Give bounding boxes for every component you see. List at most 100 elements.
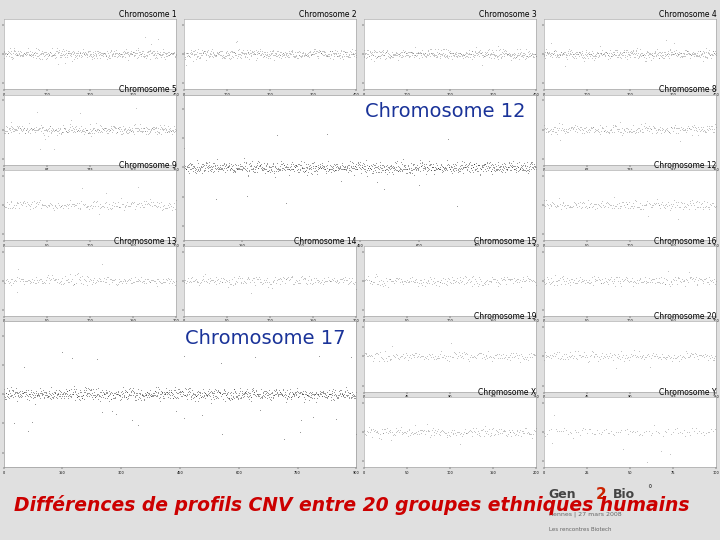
Point [395,48,407,56]
Point [500,47,512,56]
Point [212,48,223,57]
Point [363,161,374,170]
Point [284,166,296,175]
Point [667,124,679,132]
Point [590,349,601,358]
Point [78,386,90,395]
Point [92,125,104,134]
Point [433,45,444,53]
Point [628,50,639,59]
Point [372,280,384,288]
Point [602,279,613,288]
Point [488,163,500,171]
Point [518,49,530,57]
Point [266,165,277,174]
Point [465,276,477,285]
Point [675,202,686,211]
Point [261,387,272,396]
Point [626,125,637,133]
Point [326,47,338,56]
Point [662,50,673,58]
Point [623,48,634,56]
Point [286,161,297,170]
Point [474,163,485,172]
Point [508,165,519,173]
Point [377,161,389,170]
Point [550,127,562,136]
Point [88,394,99,403]
Point [231,37,243,45]
Point [62,274,73,283]
Point [493,46,505,55]
Point [182,163,194,172]
Point [157,278,168,286]
Point [567,350,578,359]
Point [150,49,161,58]
Point [233,164,244,173]
Point [1,49,12,58]
Point [102,273,114,281]
Point [402,425,414,434]
Point [503,50,515,59]
Point [77,125,89,133]
Point [119,275,130,284]
Point [140,390,152,399]
Point [554,355,566,363]
Point [431,52,443,60]
Point [639,50,650,58]
Point [289,163,301,171]
Point [261,50,273,59]
Point [406,165,418,174]
Point [252,164,264,172]
Point [692,131,703,139]
Point [81,50,92,59]
Point [660,353,671,361]
Point [24,390,35,399]
Point [324,161,336,170]
Point [190,274,202,283]
Point [638,200,649,209]
Point [156,278,168,287]
Point [64,389,76,398]
Point [382,352,393,360]
Point [418,51,430,59]
Point [179,276,191,285]
Point [73,51,84,60]
Point [208,387,220,395]
Point [593,201,605,210]
Point [295,53,307,62]
Point [485,158,496,166]
Point [66,122,78,131]
Point [46,389,58,397]
Point [92,277,104,286]
Point [694,126,706,135]
Point [163,51,174,60]
Point [6,274,17,283]
Point [483,163,495,172]
Point [446,163,458,172]
Point [276,165,287,174]
Point [193,53,204,62]
Point [86,125,98,134]
Point [350,52,361,61]
Point [251,272,262,281]
Point [70,201,81,210]
Point [577,424,589,433]
Point [76,272,88,281]
Point [667,127,679,136]
Point [618,201,630,210]
Point [543,204,554,213]
Point [276,276,288,285]
Point [604,53,616,62]
Point [203,163,215,172]
Point [20,51,32,59]
Point [370,270,382,279]
Point [145,391,156,400]
Point [396,53,408,62]
Point [262,390,274,399]
Point [487,274,499,283]
Point [167,49,179,57]
Point [37,389,48,398]
Point [70,271,81,279]
Point [316,161,328,170]
